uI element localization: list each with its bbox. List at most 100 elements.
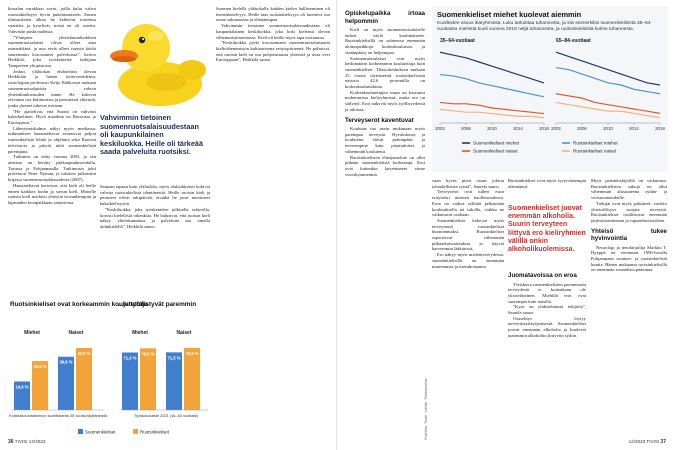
paragraph: Osaselitys löytyy terveyskäyttäytymisest…: [508, 315, 586, 338]
category-label: Naiset: [68, 330, 83, 336]
column: Ruotsinkieliset ovat myös tyytyväisempiä…: [508, 178, 586, 189]
value-label: 76,9 %: [185, 351, 198, 356]
legend-swatch: [78, 429, 83, 434]
value-label: 71,5 %: [167, 355, 180, 360]
column: Myös perintötekijöillä on vaikutusta. Ru…: [591, 178, 667, 273]
x-tick-label: 2014: [629, 126, 639, 131]
heading: Opiskelupaikka irtoaa helpommin: [345, 10, 425, 25]
paragraph: kiesalan varakkaat suvut, joilla kului v…: [8, 6, 96, 34]
chart-title: Suomenkieliset miehet kuolevat aiemmin: [437, 10, 582, 19]
column: Opiskelupaikka irtoaa helpommin Kieli on …: [345, 6, 425, 177]
duck-image: [110, 24, 206, 106]
chart-subtitle: Kuolleiden osuus ikäryhmissä. Luku tarko…: [437, 21, 652, 32]
x-tick-label: 2018: [539, 126, 549, 131]
x-tick-label: 2014: [513, 126, 523, 131]
issue-label: 12/2023 TIVISI: [628, 439, 660, 444]
heading: Juomatavoissa on eroa: [508, 272, 577, 279]
paragraph: Terveyserot ovat tulleet esiin erityises…: [432, 189, 504, 218]
legend-label: Suomenkieliset naiset: [473, 148, 518, 153]
bar: [184, 348, 200, 410]
issue-label: TIVISI 12/2023: [14, 439, 46, 444]
category-label: Miehet: [132, 330, 148, 336]
series-line: [555, 92, 661, 114]
paragraph: Ero näkyy myös mielenterveydessä: suomen…: [432, 252, 504, 269]
column: vaan hyvin pieni osuus johtuu taloudelli…: [432, 178, 504, 269]
paragraph: Koulutus tuo usein mukanaan myös parempa…: [345, 126, 425, 154]
pull-quote: Vahvimmin tietoinen suomenruotsalaisuude…: [100, 113, 204, 157]
value-label: 42,6 %: [77, 351, 90, 356]
paragraph: Haastateltavat kertoivat, että kieli oli…: [8, 182, 96, 205]
paragraph: Suomenruotsalaiset ovat myös keskimäärin…: [345, 55, 425, 90]
chart-title: ...ja työllistyvät paremmin: [118, 301, 196, 308]
chart-title: Ruotsinkieliset ovat korkeammin koulutet…: [10, 301, 148, 308]
column: kiesalan varakkaat suvut, joilla kului v…: [8, 6, 96, 206]
chart-caption: Korkeakoulututkinnon suorittaneita 25 vu…: [9, 413, 108, 418]
bar: [76, 348, 92, 410]
series-line: [555, 51, 661, 86]
series-line: [555, 101, 661, 118]
panel-title: 35–64-vuotiaat: [440, 38, 475, 44]
paragraph: Vahvimmin tietoinen suomenruotsalaisuude…: [216, 23, 330, 40]
paragraph: Samaan tapaan kuin yläluokka, myös alalu…: [100, 184, 210, 207]
legend-label: Ruotsinkieliset: [140, 430, 170, 435]
legend-swatch: [133, 429, 138, 434]
series-line: [439, 108, 545, 118]
paragraph: Kieli on myös suomenruotsalaisille tärke…: [345, 27, 425, 55]
paragraph: Korkeakoulutettujen osuus on kasvanut mo…: [345, 89, 425, 112]
bar: [140, 348, 156, 410]
bar-charts: Ruotsinkieliset ovat korkeammin koulutet…: [9, 301, 208, 435]
pull-quote: Suomenkieliset juovat enemmän alkoholia.…: [508, 205, 586, 254]
heading: Terveyserot kaventuvat: [345, 116, 414, 124]
paragraph: vaan hyvin pieni osuus johtuu taloudelli…: [432, 178, 504, 189]
legend-label: Suomenkieliset: [85, 430, 116, 435]
paragraph: ”Keskiluokka pyrki korostamaan suomenruo…: [216, 40, 330, 63]
paragraph: ”Ylimpien yhteiskuntaluokkien suomenruot…: [8, 34, 96, 69]
paragraph: ”Kyse on yhdistelmästä tekijöitä”, Saare…: [508, 304, 586, 316]
value-label: 71,3 %: [123, 356, 136, 361]
paragraph: Joskus yläluokan ehdotettiin olevan Heik…: [8, 68, 96, 108]
series-line: [555, 66, 661, 94]
bar: [32, 361, 48, 410]
paragraph: Tutkijat ovat myös pohtineet, voisiko yh…: [591, 200, 667, 223]
paragraph: Yleiskuva suomenkielisten paremmasta ter…: [508, 281, 586, 304]
paragraph: Lähestymiskulma näkyi myös mediassa: tut…: [8, 125, 96, 154]
x-tick-label: 2006: [461, 126, 471, 131]
legend-label: Suomenkieliset miehet: [473, 140, 520, 145]
series-line: [439, 101, 545, 114]
value-label: 36,6 %: [59, 360, 72, 365]
x-tick-label: 2002: [435, 126, 445, 131]
x-tick-label: 2010: [603, 126, 613, 131]
x-tick-label: 2002: [551, 126, 561, 131]
value-label: 33,6 %: [33, 364, 46, 369]
bar: [14, 381, 30, 410]
heading: Yhteisö tukee hyvinvointia: [591, 227, 667, 243]
bar: [166, 352, 182, 410]
paragraph: Tutkimus on tehty vuonna 2005, ja sen ai…: [8, 154, 96, 183]
page-number: 37: [660, 439, 666, 445]
paragraph: Suomenkieliset kokevat myös terveytensä …: [432, 217, 504, 252]
page-number: 36: [8, 439, 14, 445]
paragraph: Myös perintötekijöillä on vaikutusta. Ru…: [591, 178, 667, 201]
series-line: [439, 51, 545, 84]
panel-title: 65–84-vuotiaat: [556, 38, 591, 44]
legend-label: Ruotsinkieliset naiset: [573, 148, 617, 153]
column: Suomen kielellä yläluokalle kahden kiele…: [216, 6, 330, 63]
paragraph: Ruotsinkielisten elinajanodote on ollut …: [345, 154, 425, 177]
footer: 36 TIVISI 12/2023: [8, 439, 45, 445]
line-chart: Suomenkieliset miehet kuolevat aiemmin K…: [432, 6, 668, 172]
paragraph: Neurologi ja tietokirjailija Markku T. H…: [591, 244, 667, 273]
paragraph: ”Keskiluokka, joka työskentelee julkisel…: [100, 206, 210, 229]
category-label: Miehet: [24, 330, 40, 336]
value-label: 19,6 %: [15, 384, 28, 389]
paragraph: Ruotsinkieliset ovat myös tyytyväisempiä…: [508, 178, 586, 189]
page-fold: [336, 0, 338, 450]
column: Samaan tapaan kuin yläluokka, myös alalu…: [100, 184, 210, 230]
bar: [58, 356, 74, 410]
column: Juomatavoissa on eroa Yleiskuva suomenkie…: [508, 268, 586, 339]
chart-caption: Työssäoloaste 2021 (16–64 vuotiaat): [134, 413, 199, 418]
paragraph: ”He ajattelivat, että Suomi on vahvasti …: [8, 108, 96, 126]
paragraph: Suomen kielellä yläluokalle kahden kiele…: [216, 6, 330, 23]
x-tick-label: 2018: [655, 126, 665, 131]
bar: [122, 352, 138, 410]
